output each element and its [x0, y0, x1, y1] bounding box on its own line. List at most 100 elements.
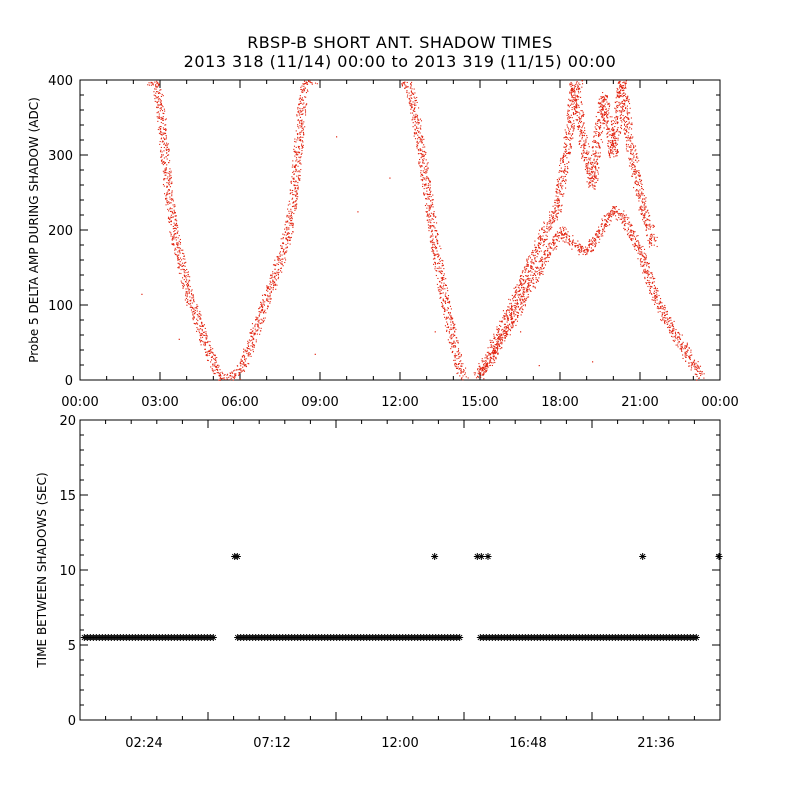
top-data-point [424, 204, 427, 207]
top-data-point [560, 205, 562, 207]
top-data-point [447, 326, 449, 329]
top-data-point [404, 87, 406, 89]
top-data-point [521, 284, 523, 286]
top-data-point [639, 253, 641, 256]
top-data-point [520, 296, 522, 298]
top-data-point [566, 114, 568, 117]
top-data-point [569, 91, 571, 93]
top-data-point [215, 368, 217, 370]
top-data-point [602, 228, 604, 230]
top-data-point [439, 245, 441, 247]
top-data-point [682, 341, 684, 343]
top-data-point [527, 291, 529, 293]
top-data-point [496, 329, 498, 331]
top-data-point [164, 110, 166, 112]
top-data-point [267, 296, 269, 298]
top-data-point [162, 133, 164, 135]
top-data-point [274, 259, 276, 261]
top-data-point [680, 344, 683, 346]
top-data-point [255, 330, 257, 332]
top-data-point [188, 290, 190, 292]
top-data-point [422, 136, 424, 138]
top-data-point [422, 177, 424, 179]
top-data-point [654, 303, 656, 305]
top-data-point [417, 131, 420, 133]
top-data-point [577, 245, 579, 247]
top-data-point [253, 346, 255, 348]
top-data-point [584, 143, 586, 145]
top-data-point [493, 335, 495, 337]
top-data-point [407, 86, 409, 88]
top-data-point [245, 351, 247, 353]
top-data-point [248, 355, 250, 357]
top-data-point [575, 102, 578, 104]
top-data-point [270, 281, 272, 284]
top-data-point [605, 225, 607, 227]
top-data-point [584, 132, 586, 134]
top-data-point [493, 346, 495, 348]
top-data-point [420, 157, 422, 159]
top-data-point [531, 260, 533, 262]
top-data-point [592, 178, 595, 180]
top-data-point [685, 356, 687, 358]
top-data-point [541, 227, 543, 230]
top-data-point [205, 338, 207, 340]
top-data-point [177, 242, 179, 244]
top-data-point [452, 320, 454, 323]
top-data-point [426, 177, 428, 179]
top-data-point [608, 217, 610, 219]
top-data-point [170, 233, 172, 235]
top-data-point [432, 215, 435, 217]
top-data-point [620, 110, 622, 112]
top-data-point [573, 94, 575, 96]
top-data-point [226, 377, 228, 379]
top-data-point [608, 105, 611, 108]
top-data-point [169, 210, 172, 212]
top-data-point [293, 173, 295, 175]
top-data-point [559, 170, 561, 172]
top-data-point [614, 136, 616, 138]
top-data-point [166, 185, 168, 187]
top-data-point [518, 296, 520, 298]
top-data-point [571, 123, 573, 125]
top-data-point [285, 237, 287, 239]
top-data-point [539, 271, 541, 273]
top-data-point [613, 149, 615, 151]
top-data-point [552, 217, 554, 219]
top-data-point [630, 224, 632, 226]
top-data-point [429, 193, 431, 196]
top-data-point [456, 372, 458, 375]
top-data-point [492, 348, 495, 350]
top-data-point [202, 334, 204, 336]
top-data-point [289, 224, 291, 226]
top-data-point [455, 346, 457, 348]
top-data-point [613, 132, 615, 134]
top-data-point [298, 98, 300, 100]
top-data-point [586, 252, 588, 254]
top-data-point [482, 373, 484, 375]
top-data-point [660, 301, 662, 303]
top-data-point [451, 337, 453, 339]
top-data-point [486, 356, 488, 358]
top-data-point [561, 204, 563, 206]
top-data-point [679, 334, 681, 336]
top-data-point [685, 360, 687, 362]
top-data-point [157, 97, 159, 99]
top-data-point [444, 300, 446, 302]
top-data-point [443, 278, 445, 281]
top-data-point [183, 255, 185, 257]
top-data-point [193, 316, 195, 318]
top-data-point [293, 166, 295, 168]
top-data-point [299, 120, 301, 122]
top-data-point [519, 289, 522, 291]
top-data-point [177, 259, 179, 261]
top-data-point [458, 357, 460, 359]
top-data-point [530, 267, 532, 269]
top-data-point [696, 369, 698, 371]
top-data-point [430, 242, 432, 244]
top-data-point [292, 222, 294, 224]
top-data-point [219, 374, 221, 376]
top-data-point [665, 320, 667, 322]
top-data-point [165, 138, 167, 140]
top-data-point [168, 175, 171, 177]
